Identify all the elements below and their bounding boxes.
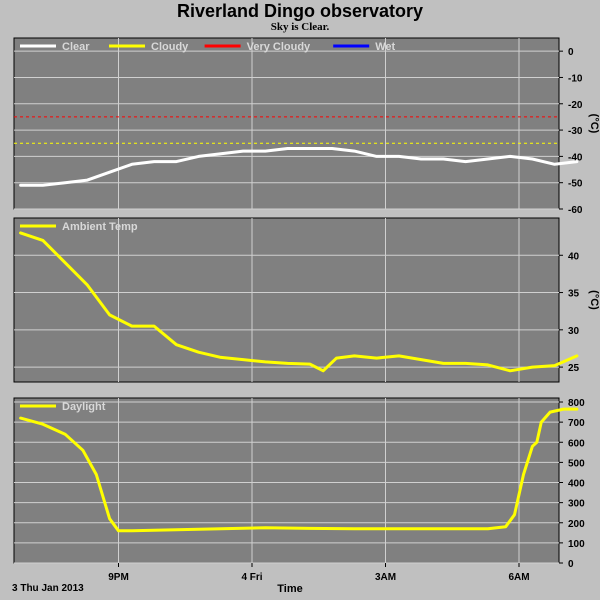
series-line-daylight bbox=[19, 407, 579, 533]
y-axis-unit: (°C) bbox=[588, 114, 600, 134]
date-label: 3 Thu Jan 2013 bbox=[12, 583, 84, 594]
y-tick-label: -60 bbox=[568, 205, 583, 216]
y-tick-label: 30 bbox=[568, 326, 580, 337]
y-tick-label: 700 bbox=[568, 418, 585, 429]
y-tick-label: 35 bbox=[568, 289, 580, 300]
x-tick-label: 9PM bbox=[108, 572, 129, 583]
plot-area-sky bbox=[13, 37, 560, 210]
chart-title: Riverland Dingo observatory bbox=[176, 1, 424, 21]
y-axis-unit: (°C) bbox=[588, 290, 600, 310]
y-tick-label: 400 bbox=[568, 479, 585, 490]
legend-label: Very Cloudy bbox=[247, 41, 311, 53]
legend-label: Clear bbox=[62, 41, 90, 53]
y-tick-label: 100 bbox=[568, 539, 585, 550]
y-tick-label: -20 bbox=[568, 100, 583, 111]
legend-label: Wet bbox=[375, 41, 395, 53]
y-tick-label: 300 bbox=[568, 499, 585, 510]
plot-area-ambient bbox=[13, 217, 560, 383]
y-tick-label: 600 bbox=[568, 438, 585, 449]
y-tick-label: -40 bbox=[568, 152, 583, 163]
x-axis-title: Time bbox=[277, 583, 303, 595]
y-tick-label: 40 bbox=[568, 251, 580, 262]
series-line-clear bbox=[19, 147, 579, 187]
legend-label: Ambient Temp bbox=[62, 221, 138, 233]
legend-label: Daylight bbox=[62, 401, 106, 413]
y-tick-label: 200 bbox=[568, 519, 585, 530]
y-tick-label: 0 bbox=[568, 47, 574, 58]
y-tick-label: 500 bbox=[568, 458, 585, 469]
legend-label: Cloudy bbox=[151, 41, 189, 53]
plot-area-daylight bbox=[13, 397, 560, 564]
y-tick-label: 800 bbox=[568, 398, 585, 409]
y-tick-label: 0 bbox=[568, 559, 574, 570]
y-tick-label: -50 bbox=[568, 179, 583, 190]
x-tick-label: 3AM bbox=[375, 572, 396, 583]
sky-status: Sky is Clear. bbox=[270, 21, 330, 33]
y-tick-label: 25 bbox=[568, 363, 580, 374]
y-tick-label: -10 bbox=[568, 73, 583, 84]
series-line-ambient-temp bbox=[19, 231, 579, 373]
x-tick-label: 4 Fri bbox=[241, 572, 262, 583]
x-tick-label: 6AM bbox=[508, 572, 529, 583]
y-tick-label: -30 bbox=[568, 126, 583, 137]
